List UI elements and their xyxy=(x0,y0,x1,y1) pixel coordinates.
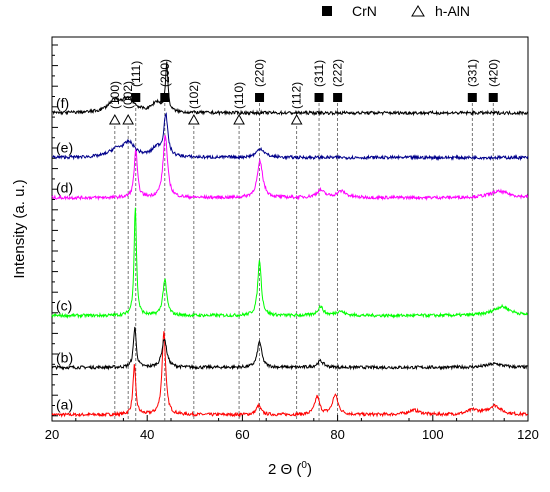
x-tick-labels: 20 40 60 80 100 120 xyxy=(45,427,539,442)
legend-crn-marker xyxy=(322,6,332,16)
x-axis-label-close: ) xyxy=(307,461,312,478)
series-labels: (a) (b) (c) (d) (e) (f) xyxy=(56,95,73,413)
y-axis-label: Intensity (a. u.) xyxy=(11,179,28,278)
x-axis-label-text: 2 Θ ( xyxy=(268,461,301,478)
crn-marker xyxy=(131,93,141,102)
hkl-label: (200) xyxy=(158,59,172,87)
crn-marker xyxy=(333,93,343,102)
series-label: (a) xyxy=(56,397,73,413)
series-line xyxy=(51,135,529,202)
x-axis-unit: 0 xyxy=(301,460,307,471)
legend-aln-label: h-AlN xyxy=(435,3,470,19)
reflection-markers xyxy=(108,93,498,125)
hkl-label: (112) xyxy=(290,82,304,109)
legend: CrN h-AlN xyxy=(322,3,470,19)
series-label: (d) xyxy=(56,180,73,196)
x-tick-label: 40 xyxy=(140,427,154,442)
series-label: (c) xyxy=(56,298,72,314)
hkl-label: (420) xyxy=(486,59,500,87)
hkl-label: (331) xyxy=(465,59,479,87)
aln-marker xyxy=(108,113,121,125)
crn-marker xyxy=(160,93,170,102)
hkl-label: (102) xyxy=(187,81,201,109)
x-tick-label: 100 xyxy=(422,427,444,442)
hkl-label: (002) xyxy=(121,81,135,109)
aln-marker xyxy=(122,113,135,125)
crn-marker xyxy=(488,93,498,102)
series-line xyxy=(51,207,529,319)
x-tick-label: 80 xyxy=(330,427,344,442)
hkl-label: (311) xyxy=(312,60,326,87)
crn-marker xyxy=(255,93,265,102)
hkl-label: (222) xyxy=(331,59,345,87)
plot-frame xyxy=(51,36,529,422)
x-tick-label: 60 xyxy=(235,427,249,442)
aln-marker xyxy=(290,113,303,125)
axis-ticks xyxy=(51,44,529,421)
aln-marker xyxy=(187,113,200,125)
x-tick-label: 120 xyxy=(517,427,539,442)
hkl-labels: (100) (002)(111) (200) (102) (110) (220) (112)… xyxy=(108,59,500,109)
legend-crn-label: CrN xyxy=(352,3,377,19)
series-curves xyxy=(51,61,529,418)
crn-marker xyxy=(314,93,324,102)
x-tick-label: 20 xyxy=(45,427,59,442)
series-label: (b) xyxy=(56,349,73,365)
series-label: (f) xyxy=(56,95,69,111)
series-line xyxy=(51,112,529,162)
crn-marker xyxy=(467,93,477,102)
legend-aln-marker xyxy=(411,5,425,17)
hkl-label: (100) xyxy=(108,81,122,109)
x-axis-label: 2 Θ (0) xyxy=(268,460,312,478)
series-label: (e) xyxy=(56,140,73,156)
aln-marker xyxy=(233,113,245,125)
hkl-label: (111) xyxy=(129,61,143,87)
hkl-label: (220) xyxy=(253,59,267,87)
series-line xyxy=(51,331,529,418)
hkl-label: (110) xyxy=(232,82,246,109)
series-line xyxy=(51,326,528,371)
reflection-lines xyxy=(114,103,494,421)
